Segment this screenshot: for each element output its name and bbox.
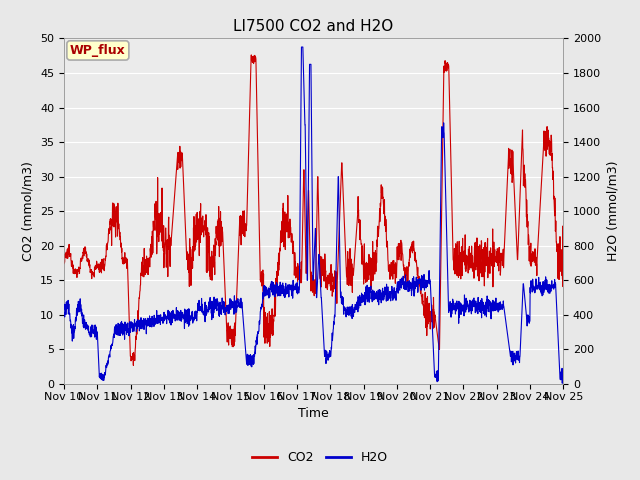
Y-axis label: H2O (mmol/m3): H2O (mmol/m3) <box>607 161 620 262</box>
X-axis label: Time: Time <box>298 407 329 420</box>
Title: LI7500 CO2 and H2O: LI7500 CO2 and H2O <box>234 20 394 35</box>
Legend: CO2, H2O: CO2, H2O <box>247 446 393 469</box>
Text: WP_flux: WP_flux <box>70 44 125 57</box>
Y-axis label: CO2 (mmol/m3): CO2 (mmol/m3) <box>22 161 35 261</box>
